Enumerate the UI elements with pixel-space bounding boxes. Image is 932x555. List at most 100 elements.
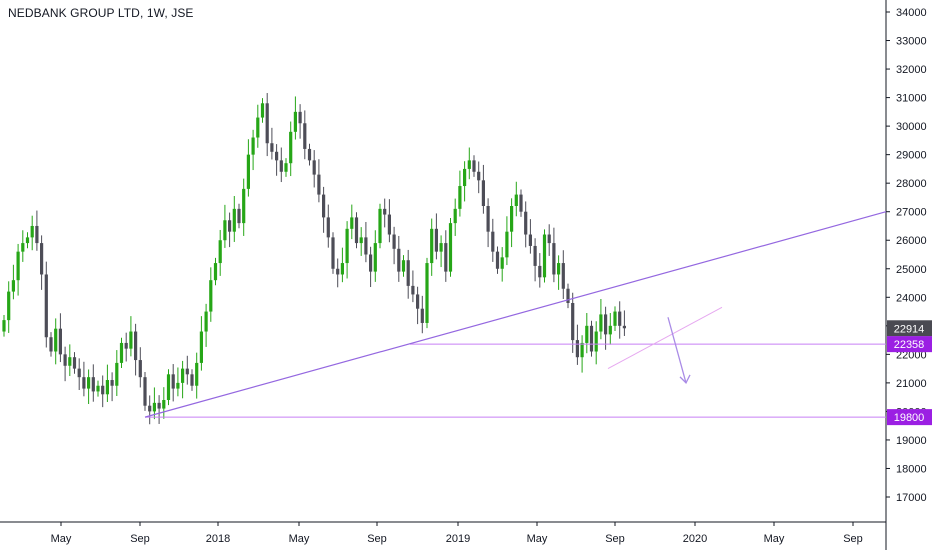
candle-body[interactable]: [237, 208, 241, 224]
candle-body[interactable]: [613, 311, 617, 326]
candle-body[interactable]: [383, 208, 387, 215]
candle-body[interactable]: [575, 340, 579, 358]
candle-body[interactable]: [209, 280, 213, 312]
candle-body[interactable]: [571, 303, 575, 341]
candle-body[interactable]: [68, 357, 72, 366]
candle-body[interactable]: [119, 342, 124, 363]
candle-body[interactable]: [420, 308, 424, 323]
candle-body[interactable]: [514, 194, 518, 206]
candle-body[interactable]: [30, 225, 34, 238]
candle-body[interactable]: [35, 225, 39, 244]
candle-body[interactable]: [326, 217, 330, 238]
candle-body[interactable]: [213, 263, 218, 281]
candle-body[interactable]: [152, 402, 156, 412]
candle-body[interactable]: [101, 385, 105, 395]
candle-body[interactable]: [63, 354, 67, 366]
candle-body[interactable]: [618, 311, 622, 326]
candle-body[interactable]: [223, 220, 227, 241]
candle-body[interactable]: [176, 382, 180, 389]
candle-body[interactable]: [561, 263, 565, 289]
candle-body[interactable]: [242, 188, 246, 224]
candle-body[interactable]: [251, 137, 255, 155]
candle-body[interactable]: [162, 400, 166, 409]
candle-body[interactable]: [406, 260, 410, 286]
candle-body[interactable]: [505, 231, 509, 258]
candle-body[interactable]: [228, 220, 232, 232]
candle-body[interactable]: [542, 234, 547, 278]
candle-body[interactable]: [270, 143, 274, 152]
candle-body[interactable]: [622, 325, 626, 329]
candle-body[interactable]: [96, 385, 100, 392]
candle-body[interactable]: [72, 357, 77, 369]
candle-body[interactable]: [557, 263, 561, 275]
candle-body[interactable]: [148, 405, 152, 412]
candle-body[interactable]: [265, 103, 269, 144]
candle-body[interactable]: [552, 243, 556, 275]
candle-body[interactable]: [289, 131, 293, 164]
candle-body[interactable]: [303, 123, 307, 149]
candle-body[interactable]: [434, 228, 438, 252]
candle-body[interactable]: [58, 328, 62, 355]
candle-body[interactable]: [129, 331, 133, 349]
candle-body[interactable]: [425, 263, 429, 323]
candle-body[interactable]: [312, 160, 316, 175]
candle-body[interactable]: [218, 240, 222, 264]
candle-body[interactable]: [519, 194, 523, 212]
candle-body[interactable]: [397, 248, 401, 272]
candle-body[interactable]: [500, 257, 504, 269]
candle-body[interactable]: [387, 214, 391, 235]
candle-body[interactable]: [547, 234, 551, 244]
candle-body[interactable]: [430, 228, 434, 264]
candle-body[interactable]: [275, 151, 279, 161]
candle-body[interactable]: [54, 328, 58, 352]
candle-body[interactable]: [16, 251, 20, 281]
candle-body[interactable]: [585, 325, 589, 343]
candle-body[interactable]: [293, 111, 297, 132]
candle-body[interactable]: [336, 268, 340, 275]
candle-body[interactable]: [171, 374, 175, 389]
trendline-rising-support[interactable]: [144, 211, 887, 418]
candle-body[interactable]: [495, 251, 500, 269]
candle-body[interactable]: [124, 342, 128, 349]
candle-body[interactable]: [91, 377, 95, 392]
trendline-short[interactable]: [607, 306, 723, 370]
candle-body[interactable]: [533, 245, 537, 266]
candle-body[interactable]: [448, 223, 453, 272]
candle-body[interactable]: [599, 314, 603, 332]
candle-body[interactable]: [279, 160, 283, 172]
candle-body[interactable]: [157, 402, 161, 409]
candle-body[interactable]: [491, 231, 495, 252]
candle-body[interactable]: [284, 163, 288, 172]
candle-body[interactable]: [416, 294, 420, 309]
candle-body[interactable]: [256, 117, 260, 138]
candle-body[interactable]: [463, 168, 467, 187]
candle-body[interactable]: [373, 243, 377, 272]
candle-body[interactable]: [477, 171, 481, 181]
candle-body[interactable]: [589, 325, 594, 352]
candle-body[interactable]: [25, 237, 30, 244]
candle-body[interactable]: [115, 362, 119, 386]
candle-body[interactable]: [181, 368, 185, 383]
candle-body[interactable]: [7, 291, 11, 321]
candle-body[interactable]: [411, 285, 415, 295]
candle-body[interactable]: [340, 263, 344, 275]
candle-body[interactable]: [510, 206, 514, 232]
candle-body[interactable]: [11, 280, 15, 292]
candle-body[interactable]: [345, 228, 349, 264]
candle-body[interactable]: [138, 360, 142, 378]
candle-body[interactable]: [486, 206, 490, 232]
candle-body[interactable]: [298, 111, 302, 124]
candle-body[interactable]: [528, 234, 532, 246]
candle-body[interactable]: [378, 208, 382, 244]
candle-body[interactable]: [439, 243, 443, 252]
candle-body[interactable]: [538, 265, 542, 278]
candle-body[interactable]: [166, 374, 171, 400]
candle-body[interactable]: [77, 368, 81, 378]
candle-body[interactable]: [190, 374, 194, 386]
candle-body[interactable]: [453, 208, 457, 224]
candle-body[interactable]: [580, 342, 584, 358]
candle-body[interactable]: [185, 368, 189, 375]
candle-body[interactable]: [608, 325, 612, 335]
candle-body[interactable]: [369, 254, 373, 272]
